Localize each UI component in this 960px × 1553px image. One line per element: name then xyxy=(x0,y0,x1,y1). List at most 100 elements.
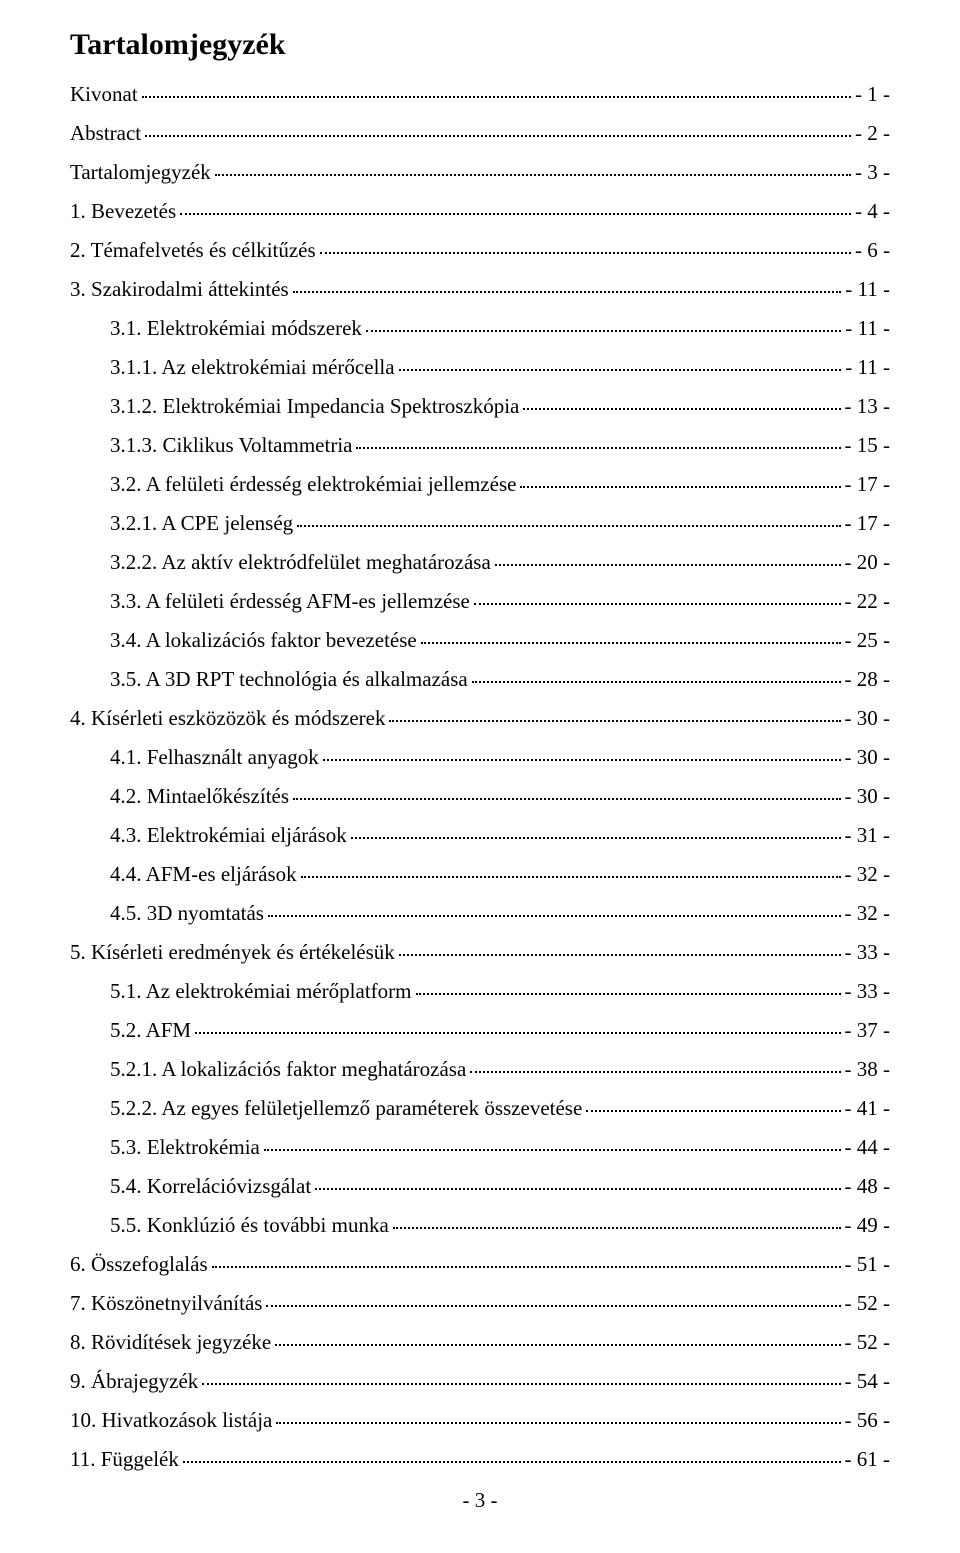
toc-entry-page: - 61 - xyxy=(845,1449,891,1470)
toc-entry-page: - 32 - xyxy=(845,903,891,924)
dot-leader xyxy=(356,447,840,449)
dot-leader xyxy=(293,291,842,293)
toc-entry-label: 3.2.1. A CPE jelenség xyxy=(110,513,293,534)
toc-entry: 2. Témafelvetés és célkitűzés - 6 - xyxy=(70,240,890,261)
toc-entry: 3.1. Elektrokémiai módszerek - 11 - xyxy=(70,318,890,339)
toc-entry-label: 3.1.3. Ciklikus Voltammetria xyxy=(110,435,352,456)
toc-entry-label: 6. Összefoglalás xyxy=(70,1254,208,1275)
toc-entry-page: - 20 - xyxy=(845,552,891,573)
page-number-footer: - 3 - xyxy=(70,1488,890,1513)
toc-entry-label: 3.2.2. Az aktív elektródfelület meghatár… xyxy=(110,552,491,573)
toc-entry-page: - 22 - xyxy=(845,591,891,612)
dot-leader xyxy=(275,1344,840,1346)
dot-leader xyxy=(297,525,840,527)
toc-entry-page: - 30 - xyxy=(845,747,891,768)
dot-leader xyxy=(301,876,841,878)
toc-entry: 4.3. Elektrokémiai eljárások- 31 - xyxy=(70,825,890,846)
toc-entry-label: 4.5. 3D nyomtatás xyxy=(110,903,264,924)
dot-leader xyxy=(202,1383,840,1385)
toc-entry: 3.2.1. A CPE jelenség- 17 - xyxy=(70,513,890,534)
dot-leader xyxy=(351,837,841,839)
toc-entry-page: - 30 - xyxy=(845,708,891,729)
toc-entry-page: - 17 - xyxy=(845,474,891,495)
toc-entry: Kivonat- 1 - xyxy=(70,84,890,105)
dot-leader xyxy=(183,1461,841,1463)
toc-entry-label: 7. Köszönetnyilvánítás xyxy=(70,1293,262,1314)
toc-entry-label: 3.4. A lokalizációs faktor bevezetése xyxy=(110,630,417,651)
dot-leader xyxy=(215,174,851,176)
toc-entry-page: - 41 - xyxy=(845,1098,891,1119)
toc-entry-label: 5.2. AFM xyxy=(110,1020,191,1041)
toc-entry-page: - 15 - xyxy=(845,435,891,456)
dot-leader xyxy=(523,408,840,410)
toc-entry-label: 5.4. Korrelációvizsgálat xyxy=(110,1176,311,1197)
page-title: Tartalomjegyzék xyxy=(70,28,890,62)
toc-entry: 6. Összefoglalás - 51 - xyxy=(70,1254,890,1275)
toc-entry-label: 1. Bevezetés xyxy=(70,201,176,222)
toc-entry-page: - 48 - xyxy=(845,1176,891,1197)
dot-leader xyxy=(195,1032,840,1034)
dot-leader xyxy=(315,1188,840,1190)
dot-leader xyxy=(399,954,841,956)
toc-entry-label: 5. Kísérleti eredmények és értékelésük xyxy=(70,942,395,963)
toc-entry-page: - 49 - xyxy=(845,1215,891,1236)
toc-entry: 11. Függelék - 61 - xyxy=(70,1449,890,1470)
toc-entry-label: 3.1. Elektrokémiai módszerek xyxy=(110,318,362,339)
toc-entry-page: - 28 - xyxy=(845,669,891,690)
toc-entry: 4.1. Felhasznált anyagok - 30 - xyxy=(70,747,890,768)
toc-entry-page: - 52 - xyxy=(845,1332,891,1353)
toc-entry-label: Tartalomjegyzék xyxy=(70,162,211,183)
toc-entry-page: - 44 - xyxy=(845,1137,891,1158)
dot-leader xyxy=(421,642,841,644)
toc-entry: 10. Hivatkozások listája- 56 - xyxy=(70,1410,890,1431)
toc-entry-label: 4. Kísérleti eszközözök és módszerek xyxy=(70,708,385,729)
toc-entry: Abstract- 2 - xyxy=(70,123,890,144)
toc-entry: 5.4. Korrelációvizsgálat - 48 - xyxy=(70,1176,890,1197)
toc-entry-label: 11. Függelék xyxy=(70,1449,179,1470)
dot-leader xyxy=(212,1266,841,1268)
toc-entry-page: - 51 - xyxy=(845,1254,891,1275)
toc-entry: 5.2.2. Az egyes felületjellemző paraméte… xyxy=(70,1098,890,1119)
dot-leader xyxy=(399,369,842,371)
toc-entry-label: 4.4. AFM-es eljárások xyxy=(110,864,297,885)
toc-entry-label: 8. Rövidítések jegyzéke xyxy=(70,1332,271,1353)
toc-entry-page: - 11 - xyxy=(845,357,890,378)
toc-entry-page: - 11 - xyxy=(845,279,890,300)
toc-entry-label: 10. Hivatkozások listája xyxy=(70,1410,272,1431)
toc-entry-label: 2. Témafelvetés és célkitűzés xyxy=(70,240,316,261)
toc-entry-page: - 13 - xyxy=(845,396,891,417)
toc-entry-page: - 3 - xyxy=(855,162,890,183)
toc-entry-label: 5.2.1. A lokalizációs faktor meghatározá… xyxy=(110,1059,466,1080)
toc-entry: 3.4. A lokalizációs faktor bevezetése- 2… xyxy=(70,630,890,651)
table-of-contents: Kivonat- 1 - Abstract- 2 - Tartalomjegyzék… xyxy=(70,84,890,1470)
toc-entry: 4. Kísérleti eszközözök és módszerek - 30… xyxy=(70,708,890,729)
toc-entry: Tartalomjegyzék - 3 - xyxy=(70,162,890,183)
toc-entry: 5. Kísérleti eredmények és értékelésük- … xyxy=(70,942,890,963)
dot-leader xyxy=(474,603,841,605)
toc-entry: 8. Rövidítések jegyzéke - 52 - xyxy=(70,1332,890,1353)
toc-entry-page: - 6 - xyxy=(855,240,890,261)
toc-entry-page: - 4 - xyxy=(855,201,890,222)
toc-entry-page: - 52 - xyxy=(845,1293,891,1314)
toc-entry-label: 5.2.2. Az egyes felületjellemző paraméte… xyxy=(110,1098,582,1119)
toc-entry: 3.2.2. Az aktív elektródfelület meghatár… xyxy=(70,552,890,573)
toc-entry-page: - 33 - xyxy=(845,981,891,1002)
toc-entry-page: - 11 - xyxy=(845,318,890,339)
toc-entry-label: Abstract xyxy=(70,123,141,144)
dot-leader xyxy=(268,915,841,917)
toc-entry-label: 4.1. Felhasznált anyagok xyxy=(110,747,319,768)
toc-entry: 3.1.2. Elektrokémiai Impedancia Spektros… xyxy=(70,396,890,417)
toc-entry-label: 4.2. Mintaelőkészítés xyxy=(110,786,289,807)
dot-leader xyxy=(393,1227,841,1229)
toc-entry-label: 5.1. Az elektrokémiai mérőplatform xyxy=(110,981,412,1002)
dot-leader xyxy=(180,213,851,215)
toc-entry-page: - 31 - xyxy=(845,825,891,846)
toc-entry: 4.4. AFM-es eljárások- 32 - xyxy=(70,864,890,885)
toc-entry: 3.1.1. Az elektrokémiai mérőcella- 11 - xyxy=(70,357,890,378)
dot-leader xyxy=(416,993,841,995)
toc-entry: 5.1. Az elektrokémiai mérőplatform - 33 - xyxy=(70,981,890,1002)
toc-entry-label: 3.1.2. Elektrokémiai Impedancia Spektros… xyxy=(110,396,519,417)
dot-leader xyxy=(264,1149,841,1151)
toc-entry-label: 5.3. Elektrokémia xyxy=(110,1137,260,1158)
dot-leader xyxy=(520,486,840,488)
